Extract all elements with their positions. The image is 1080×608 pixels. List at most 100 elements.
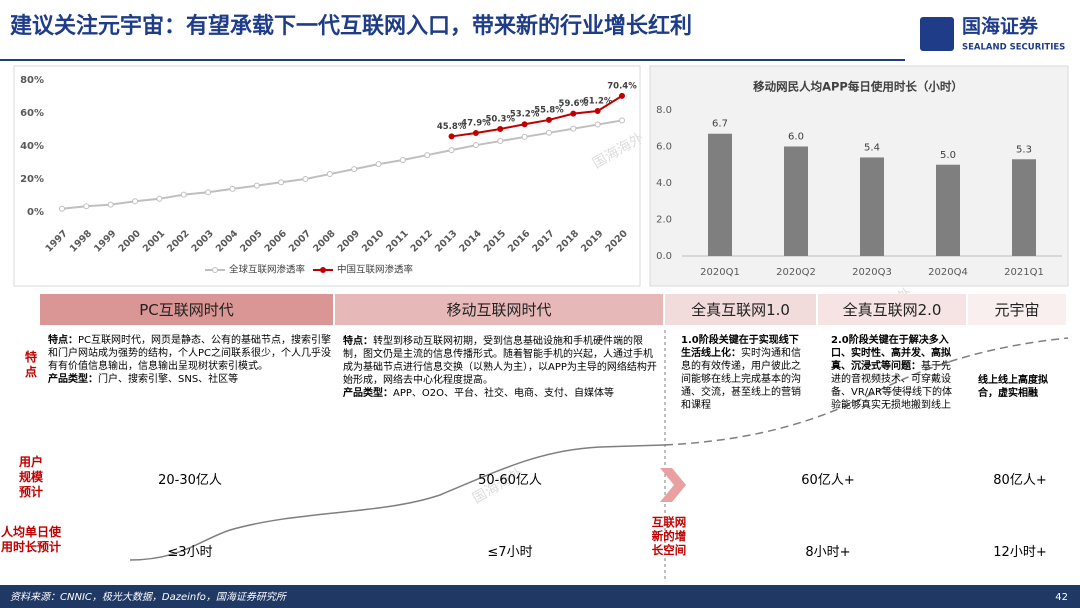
x-tick-label: 2020Q1 bbox=[700, 267, 740, 278]
point bbox=[205, 189, 212, 196]
text-segment: 产品类型： bbox=[48, 374, 98, 385]
paragraph: 1.0阶段关键在于实现线下生活线上化：实时沟通和信息的有效传递，用户彼此之间能够… bbox=[681, 334, 803, 412]
data-label: 50.3% bbox=[486, 115, 516, 125]
x-tick-label: 2019 bbox=[579, 228, 605, 254]
column-header: 全真互联网2.0 bbox=[818, 294, 966, 325]
point bbox=[59, 205, 65, 212]
point bbox=[497, 126, 504, 133]
y-tick-label: 60% bbox=[20, 108, 44, 119]
user-scale: 60亿人+ bbox=[801, 473, 855, 488]
x-tick-label: 2000 bbox=[116, 228, 143, 255]
x-tick-label: 2021Q1 bbox=[1004, 267, 1044, 278]
point bbox=[545, 116, 552, 123]
x-tick-label: 1997 bbox=[43, 228, 69, 254]
x-tick-label: 2016 bbox=[506, 228, 533, 255]
series-line bbox=[451, 94, 623, 138]
growth-curve-dashed bbox=[664, 337, 1069, 446]
text-segment: 基于先进的音视频技术、可穿戴设备、VR/AR等使得线下的体验能够真实无损地搬到线… bbox=[831, 361, 952, 411]
point bbox=[570, 110, 577, 117]
daily-time: ≤7小时 bbox=[487, 545, 533, 560]
point bbox=[619, 117, 625, 124]
point bbox=[448, 147, 455, 154]
x-tick-label: 2008 bbox=[311, 228, 338, 255]
user-scale: 80亿人+ bbox=[993, 473, 1047, 488]
x-tick-label: 2011 bbox=[384, 228, 410, 254]
paragraph: 产品类型：门户、搜索引擎、SNS、社区等 bbox=[48, 373, 334, 386]
column-header: PC互联网时代 bbox=[40, 294, 333, 325]
text-segment: APP、O2O、平台、社交、电商、支付、自媒体等 bbox=[393, 388, 615, 399]
logo-en: SEALAND SECURITIES bbox=[962, 43, 1065, 53]
point bbox=[545, 129, 552, 136]
text-segment: 1.0阶段关键在于实现线下生活线上化： bbox=[681, 335, 799, 359]
paragraph: 线上线上高度拟合，虚实相融 bbox=[978, 374, 1064, 400]
chevron bbox=[660, 468, 686, 502]
paragraph: 特点：PC互联网时代，网页是静态、公有的基础节点，搜索引擎和门户网站成为强势的结… bbox=[48, 334, 334, 373]
data-label: 6.7 bbox=[712, 119, 728, 130]
point bbox=[107, 201, 114, 208]
data-label: 5.0 bbox=[940, 150, 956, 161]
text-segment: 转型到移动互联网初期，受到信息基础设施和手机硬件端的限制，图文仍是主流的信息传播… bbox=[343, 336, 657, 386]
y-tick-label: 20% bbox=[20, 174, 44, 185]
row-label: 用户规模预计 bbox=[19, 455, 44, 499]
x-tick-label: 2006 bbox=[263, 228, 290, 255]
point bbox=[424, 152, 431, 159]
x-tick-label: 1998 bbox=[68, 228, 95, 255]
point bbox=[229, 185, 236, 192]
data-label: 53.2% bbox=[510, 110, 540, 120]
data-label: 55.8% bbox=[534, 105, 564, 115]
bar bbox=[708, 133, 732, 256]
x-tick-label: 1999 bbox=[92, 228, 118, 254]
point bbox=[156, 195, 163, 202]
bar bbox=[936, 164, 960, 256]
bar bbox=[860, 157, 884, 256]
y-tick-label: 6.0 bbox=[656, 142, 672, 153]
x-tick-label: 2020Q3 bbox=[852, 267, 892, 278]
column-header: 移动互联网时代 bbox=[335, 294, 663, 325]
chart-frame bbox=[13, 65, 641, 287]
x-tick-label: 2018 bbox=[555, 228, 582, 255]
feature-cell: 1.0阶段关键在于实现线下生活线上化：实时沟通和信息的有效传递，用户彼此之间能够… bbox=[681, 334, 803, 412]
bar bbox=[1012, 159, 1036, 256]
point bbox=[399, 157, 406, 164]
y-tick-label: 8.0 bbox=[656, 105, 672, 116]
x-tick-label: 2015 bbox=[482, 228, 508, 254]
x-tick-label: 2004 bbox=[214, 228, 241, 255]
feature-cell: 2.0阶段关键在于解决多入口、实时性、高并发、高拟真、沉浸式等问题：基于先进的音… bbox=[831, 334, 959, 412]
logo-text: 国海证券 bbox=[962, 15, 1039, 38]
logo-icon bbox=[920, 17, 954, 51]
y-tick-label: 0% bbox=[27, 207, 44, 218]
x-tick-label: 2009 bbox=[336, 228, 362, 254]
text-segment: PC互联网时代，网页是静态、公有的基础节点，搜索引擎和门户网站成为强势的结构，个… bbox=[48, 335, 332, 372]
data-label: 70.4% bbox=[607, 81, 637, 91]
x-tick-label: 2005 bbox=[238, 228, 264, 254]
feature-cell: 特点：PC互联网时代，网页是静态、公有的基础节点，搜索引擎和门户网站成为强势的结… bbox=[48, 334, 334, 386]
legend-marker bbox=[212, 267, 218, 273]
text-segment: 实时沟通和信息的有效传递，用户彼此之间能够在线上完成基本的沟通、交流，甚至线上的… bbox=[681, 348, 801, 411]
x-tick-label: 2003 bbox=[189, 228, 215, 254]
point bbox=[521, 133, 528, 140]
point bbox=[448, 133, 455, 140]
point bbox=[375, 161, 382, 168]
data-label: 61.2% bbox=[583, 97, 613, 107]
paragraph: 2.0阶段关键在于解决多入口、实时性、高并发、高拟真、沉浸式等问题：基于先进的音… bbox=[831, 334, 959, 412]
user-scale: 20-30亿人 bbox=[158, 473, 222, 488]
point bbox=[132, 198, 139, 205]
bar bbox=[784, 146, 808, 256]
x-tick-label: 2014 bbox=[457, 228, 484, 255]
y-tick-label: 0.0 bbox=[656, 251, 672, 262]
point bbox=[570, 125, 577, 132]
point bbox=[180, 191, 187, 198]
x-tick-label: 2020Q4 bbox=[928, 267, 968, 278]
text-segment: 产品类型： bbox=[343, 388, 393, 399]
point bbox=[472, 142, 479, 149]
row-label: 特点 bbox=[25, 350, 38, 379]
point bbox=[619, 92, 625, 99]
point bbox=[302, 176, 309, 182]
text-segment: 特点： bbox=[343, 336, 373, 347]
x-tick-label: 2013 bbox=[433, 228, 459, 254]
feature-cell: 线上线上高度拟合，虚实相融 bbox=[978, 374, 1064, 400]
point bbox=[472, 129, 479, 136]
point bbox=[594, 121, 601, 128]
point bbox=[351, 166, 358, 173]
